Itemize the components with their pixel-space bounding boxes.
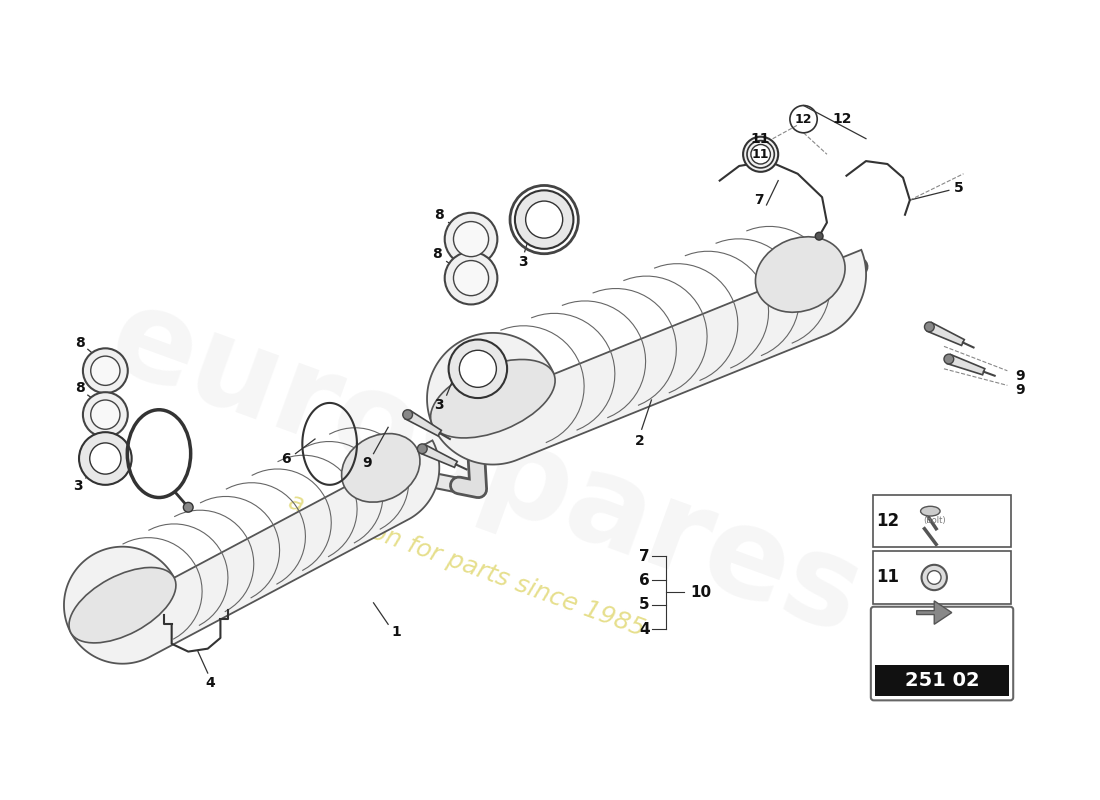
Text: 1: 1 <box>392 625 400 639</box>
Ellipse shape <box>342 434 420 502</box>
Circle shape <box>460 350 496 387</box>
Circle shape <box>449 339 507 398</box>
Circle shape <box>751 145 770 164</box>
Text: 9: 9 <box>1015 369 1025 382</box>
Text: 12: 12 <box>795 113 812 126</box>
Text: 6: 6 <box>280 451 290 466</box>
Text: 5: 5 <box>954 182 964 195</box>
FancyBboxPatch shape <box>871 606 1013 700</box>
Text: 10: 10 <box>691 585 712 600</box>
Text: 9: 9 <box>362 456 372 470</box>
Text: 8: 8 <box>75 337 85 350</box>
Text: 8: 8 <box>434 208 443 222</box>
Text: 11: 11 <box>876 569 899 586</box>
Circle shape <box>526 201 563 238</box>
Polygon shape <box>420 444 458 467</box>
FancyBboxPatch shape <box>872 551 1011 604</box>
Polygon shape <box>947 354 984 374</box>
Circle shape <box>403 410 412 419</box>
Circle shape <box>90 400 120 430</box>
Circle shape <box>815 232 823 240</box>
Circle shape <box>515 190 573 249</box>
Circle shape <box>82 348 128 393</box>
Circle shape <box>927 570 942 584</box>
Text: 7: 7 <box>639 549 650 563</box>
Circle shape <box>924 322 934 332</box>
Ellipse shape <box>69 567 176 643</box>
Text: 3: 3 <box>74 479 82 493</box>
Text: 9: 9 <box>1015 383 1025 398</box>
Circle shape <box>444 252 497 305</box>
Text: eurospares: eurospares <box>94 276 878 660</box>
Ellipse shape <box>756 237 845 312</box>
Bar <box>874 666 1010 697</box>
Circle shape <box>944 354 954 364</box>
Circle shape <box>444 213 497 266</box>
Text: 11: 11 <box>752 148 769 161</box>
Text: a passion for parts since 1985: a passion for parts since 1985 <box>285 490 648 642</box>
Polygon shape <box>427 250 866 465</box>
Polygon shape <box>405 410 441 436</box>
Text: 12: 12 <box>833 112 853 126</box>
Circle shape <box>417 444 427 454</box>
Circle shape <box>82 392 128 437</box>
Text: 4: 4 <box>639 622 650 637</box>
Text: 4: 4 <box>206 676 216 690</box>
Text: 6: 6 <box>639 573 650 588</box>
Circle shape <box>79 432 132 485</box>
Circle shape <box>453 222 488 257</box>
Text: 251 02: 251 02 <box>904 671 979 690</box>
Circle shape <box>744 137 778 172</box>
FancyBboxPatch shape <box>872 494 1011 547</box>
Circle shape <box>90 443 121 474</box>
Text: 12: 12 <box>876 512 899 530</box>
Text: 11: 11 <box>751 132 770 146</box>
Text: 5: 5 <box>639 598 650 612</box>
Circle shape <box>184 502 194 512</box>
Text: 8: 8 <box>75 382 85 395</box>
Text: 2: 2 <box>635 434 645 448</box>
Polygon shape <box>916 601 952 624</box>
Ellipse shape <box>921 506 940 516</box>
Circle shape <box>922 565 947 590</box>
Polygon shape <box>927 322 965 346</box>
Text: (bolt): (bolt) <box>923 517 946 526</box>
Polygon shape <box>64 440 439 664</box>
Circle shape <box>453 261 488 296</box>
Text: 8: 8 <box>432 246 442 261</box>
Circle shape <box>90 356 120 386</box>
Text: 7: 7 <box>754 193 763 207</box>
Text: 3: 3 <box>434 398 443 412</box>
Ellipse shape <box>430 359 556 438</box>
Text: 3: 3 <box>518 254 528 269</box>
